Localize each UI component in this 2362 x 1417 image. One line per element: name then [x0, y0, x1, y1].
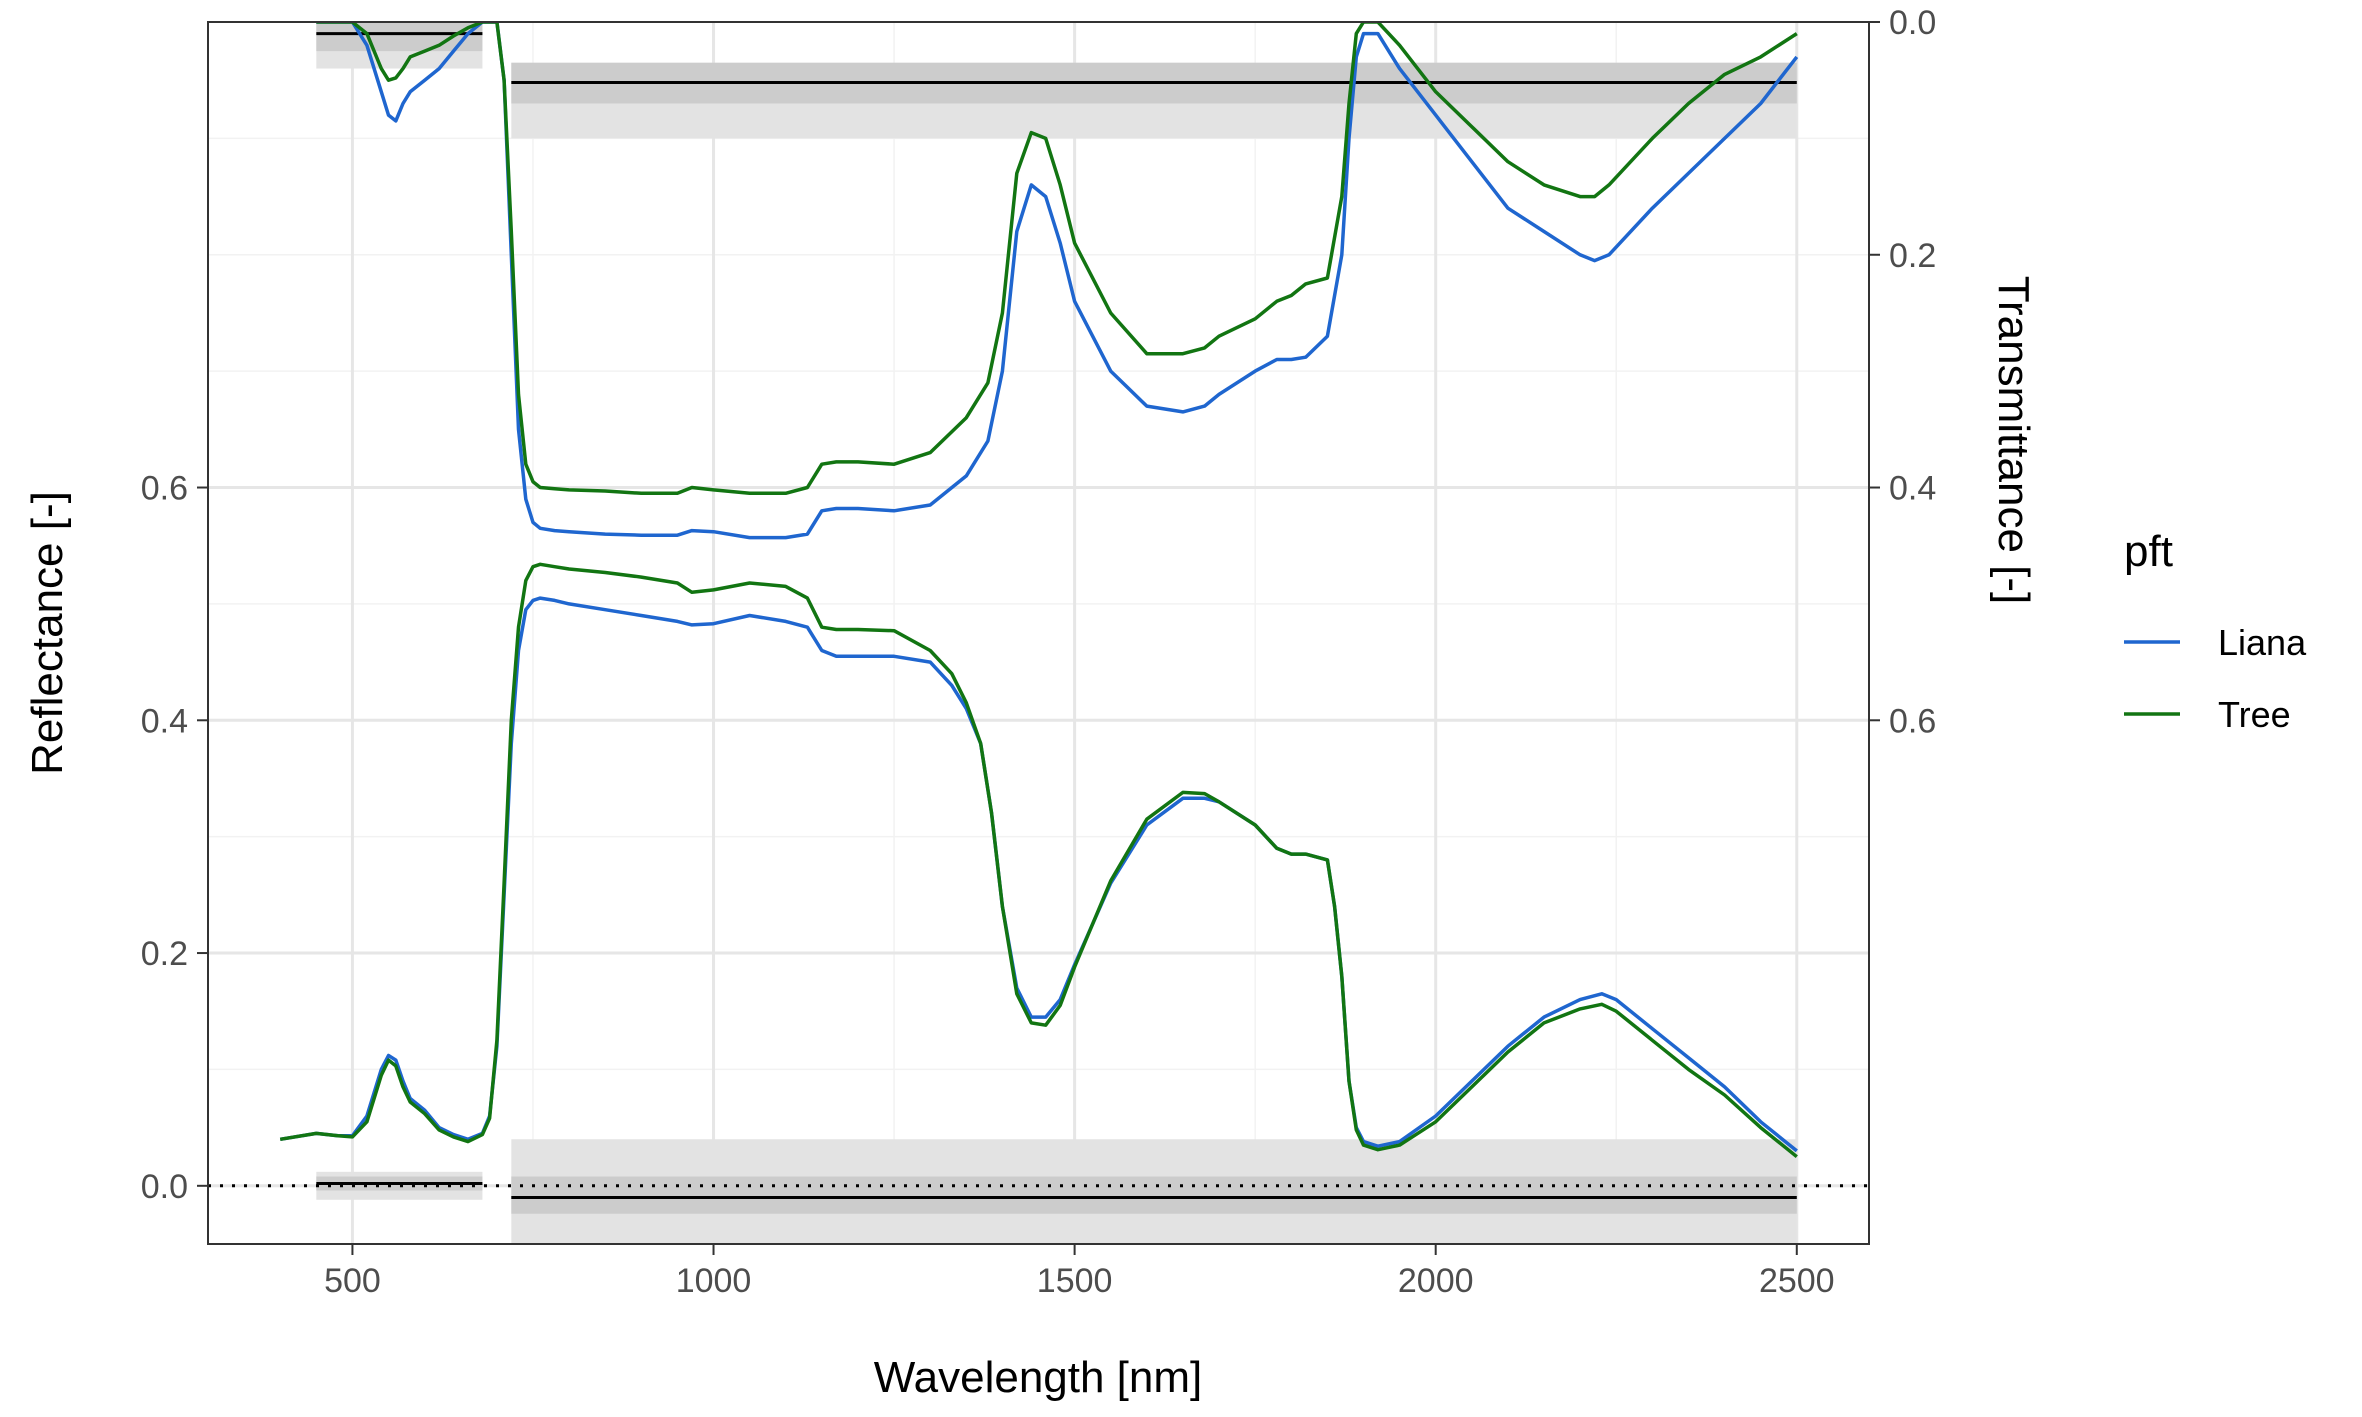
legend-title: pft — [2124, 527, 2173, 576]
plot-border — [207, 21, 1870, 1245]
plot-panel — [208, 22, 1869, 1244]
y-tick-label: 0.0 — [141, 1168, 188, 1206]
legend-label-tree: Tree — [2218, 694, 2291, 735]
y-axis-title: Reflectance [-] — [23, 491, 72, 775]
series-tree-reflectance-line — [279, 562, 1798, 1159]
y2-tick-label: 0.0 — [1889, 4, 1936, 42]
x-tick-label: 2000 — [1398, 1262, 1474, 1300]
y2-tick-label: 0.2 — [1889, 237, 1936, 275]
series-tree-transmittance-line — [316, 22, 1798, 496]
x-tick-label: 2500 — [1759, 1262, 1835, 1300]
axes: 500 1000 1500 2000 2500 0.0 0.2 0.4 0.6 0.0 0.2 0.4… — [141, 4, 1937, 1300]
series-liana-transmittance-line — [316, 22, 1799, 540]
reference-bands — [316, 22, 1797, 1244]
x-tick-label: 1500 — [1037, 1262, 1113, 1300]
grid — [208, 22, 1869, 1244]
legend: pft Liana Tree — [2124, 527, 2307, 735]
x-tick-label: 1000 — [676, 1262, 752, 1300]
x-axis-title: Wavelength [nm] — [874, 1353, 1203, 1402]
band-inner — [511, 1176, 1797, 1214]
y2-axis-title: Transmittance [-] — [1989, 276, 2038, 604]
y2-tick-label: 0.4 — [1889, 470, 1936, 508]
series-lines — [279, 22, 1799, 1159]
x-tick-label: 500 — [324, 1262, 381, 1300]
y-tick-label: 0.4 — [141, 702, 188, 740]
y-tick-label: 0.2 — [141, 935, 188, 973]
y-tick-label: 0.6 — [141, 470, 188, 508]
y2-tick-label: 0.6 — [1889, 702, 1936, 740]
series-liana-reflectance-line — [279, 596, 1798, 1153]
legend-label-liana: Liana — [2218, 622, 2307, 663]
